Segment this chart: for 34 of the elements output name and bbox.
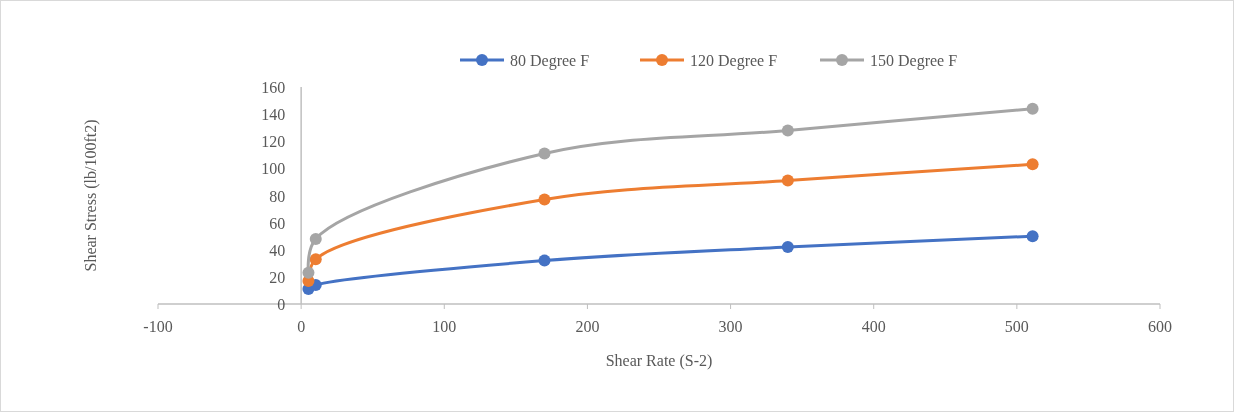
x-axis-title: Shear Rate (S-2) <box>605 352 713 370</box>
point <box>302 266 315 279</box>
point <box>309 253 322 266</box>
x-tick-label: 500 <box>1004 318 1029 335</box>
x-tick-label: 600 <box>1148 318 1172 335</box>
point <box>1026 158 1039 171</box>
legend-label: 150 Degree F <box>870 52 958 70</box>
legend-label: 80 Degree F <box>510 52 590 70</box>
x-tick-label: 100 <box>432 318 457 335</box>
x-tick-label: -100 <box>143 318 173 335</box>
point <box>538 147 551 160</box>
point <box>1026 102 1039 115</box>
legend-label: 120 Degree F <box>690 52 778 70</box>
x-tick-label: 200 <box>575 318 600 335</box>
point <box>538 193 551 206</box>
point <box>538 254 551 267</box>
y-axis-title: Shear Stress (lb/100ft2) <box>82 119 100 272</box>
y-tick-label: 80 <box>269 187 286 205</box>
point <box>1026 230 1039 243</box>
x-tick-label: 0 <box>297 318 306 335</box>
x-tick-label: 400 <box>861 318 886 335</box>
point <box>781 124 794 137</box>
point <box>781 174 794 187</box>
y-tick-label: 0 <box>277 296 286 313</box>
y-tick-label: 40 <box>269 241 286 259</box>
y-tick-label: 100 <box>261 160 286 178</box>
y-tick-label: 120 <box>261 133 286 151</box>
point <box>309 232 322 245</box>
y-tick-label: 140 <box>261 106 286 124</box>
y-tick-label: 20 <box>269 268 286 286</box>
y-tick-label: 60 <box>269 214 286 232</box>
point <box>781 241 794 254</box>
x-tick-label: 300 <box>718 318 743 335</box>
y-tick-label: 160 <box>261 79 286 96</box>
